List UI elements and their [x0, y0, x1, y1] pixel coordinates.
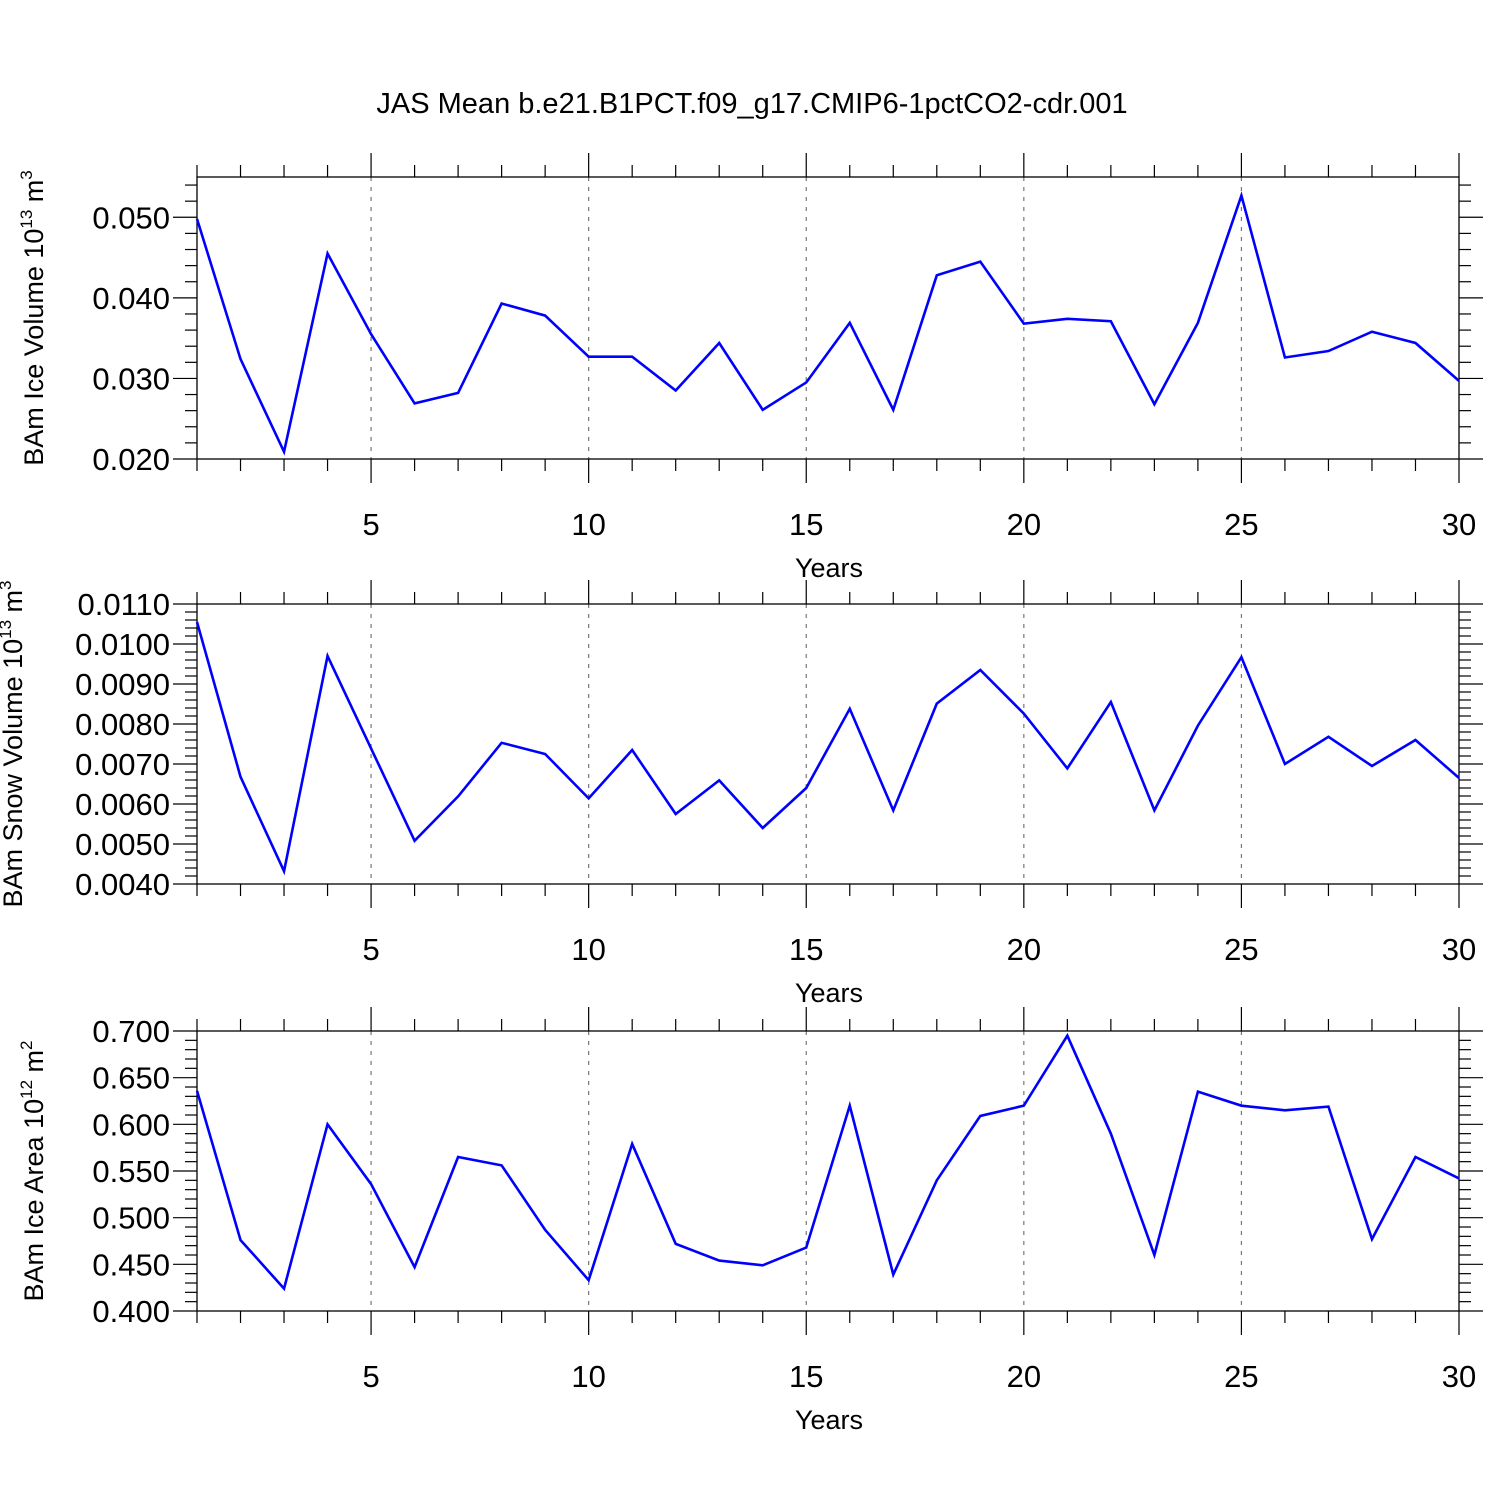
y-tick-label: 0.0060 — [75, 787, 170, 822]
y-tick-label: 0.040 — [92, 281, 170, 316]
y-axis-label: BAm Ice Area 1012 m2 — [17, 1041, 49, 1302]
x-tick-label: 10 — [571, 507, 605, 542]
x-tick-label: 20 — [1007, 932, 1041, 967]
x-tick-label: 10 — [571, 1359, 605, 1394]
x-tick-label: 15 — [789, 932, 823, 967]
x-tick-label: 25 — [1224, 1359, 1258, 1394]
y-tick-label: 0.030 — [92, 361, 170, 396]
y-tick-label: 0.0070 — [75, 747, 170, 782]
plot-frame — [196, 1030, 1460, 1312]
panel-1: 5 10 15 20 25 30 0.020 0.030 0.040 0.050 Years BAm … — [17, 153, 1483, 583]
x-tick-label: 5 — [362, 507, 379, 542]
x-tick-label: 15 — [789, 507, 823, 542]
x-tick-label: 5 — [362, 1359, 379, 1394]
x-axis-label: Years — [795, 978, 863, 1008]
y-tick-label: 0.550 — [92, 1154, 170, 1189]
y-tick-label: 0.400 — [92, 1294, 170, 1329]
series-line — [195, 621, 1460, 876]
x-tick-label: 10 — [571, 932, 605, 967]
x-tick-label: 30 — [1442, 507, 1476, 542]
series-line — [195, 1032, 1460, 1292]
y-axis-label: BAm Ice Volume 1013 m3 — [17, 170, 49, 466]
plot-frame — [196, 176, 1460, 460]
x-tick-label: 25 — [1224, 932, 1258, 967]
y-tick-label: 0.0080 — [75, 707, 170, 742]
x-tick-label: 30 — [1442, 932, 1476, 967]
series-line — [195, 191, 1460, 456]
panel-2: 5 10 15 20 25 30 0.0040 0.0050 0.0060 0.0070 0.008… — [0, 580, 1483, 1008]
x-tick-label: 25 — [1224, 507, 1258, 542]
y-tick-label: 0.0110 — [77, 587, 170, 622]
x-tick-label: 20 — [1007, 1359, 1041, 1394]
figure-title: JAS Mean b.e21.B1PCT.f09_g17.CMIP6-1pctC… — [376, 88, 1127, 120]
plot-frame — [196, 603, 1460, 885]
y-tick-label: 0.020 — [92, 442, 170, 477]
y-tick-label: 0.700 — [92, 1014, 170, 1049]
y-tick-label: 0.450 — [92, 1247, 170, 1282]
y-tick-label: 0.0050 — [75, 827, 170, 862]
x-tick-label: 20 — [1007, 507, 1041, 542]
y-tick-label: 0.600 — [92, 1107, 170, 1142]
panel-3: 5 10 15 20 25 30 0.400 0.450 0.500 0.550 0.600 0.65… — [17, 1007, 1483, 1435]
y-tick-label: 0.650 — [92, 1061, 170, 1096]
x-axis-label: Years — [795, 553, 863, 583]
y-tick-label: 0.0100 — [75, 627, 170, 662]
y-tick-label: 0.0040 — [75, 867, 170, 902]
panels: 5 10 15 20 25 30 0.020 0.030 0.040 0.050 Years BAm … — [0, 153, 1483, 1435]
y-tick-label: 0.050 — [92, 200, 170, 235]
x-axis-label: Years — [795, 1405, 863, 1435]
x-tick-label: 15 — [789, 1359, 823, 1394]
y-axis-label: BAm Snow Volume 1013 m3 — [0, 580, 28, 907]
x-tick-label: 30 — [1442, 1359, 1476, 1394]
y-tick-label: 0.0090 — [75, 667, 170, 702]
x-tick-label: 5 — [362, 932, 379, 967]
y-tick-label: 0.500 — [92, 1201, 170, 1236]
